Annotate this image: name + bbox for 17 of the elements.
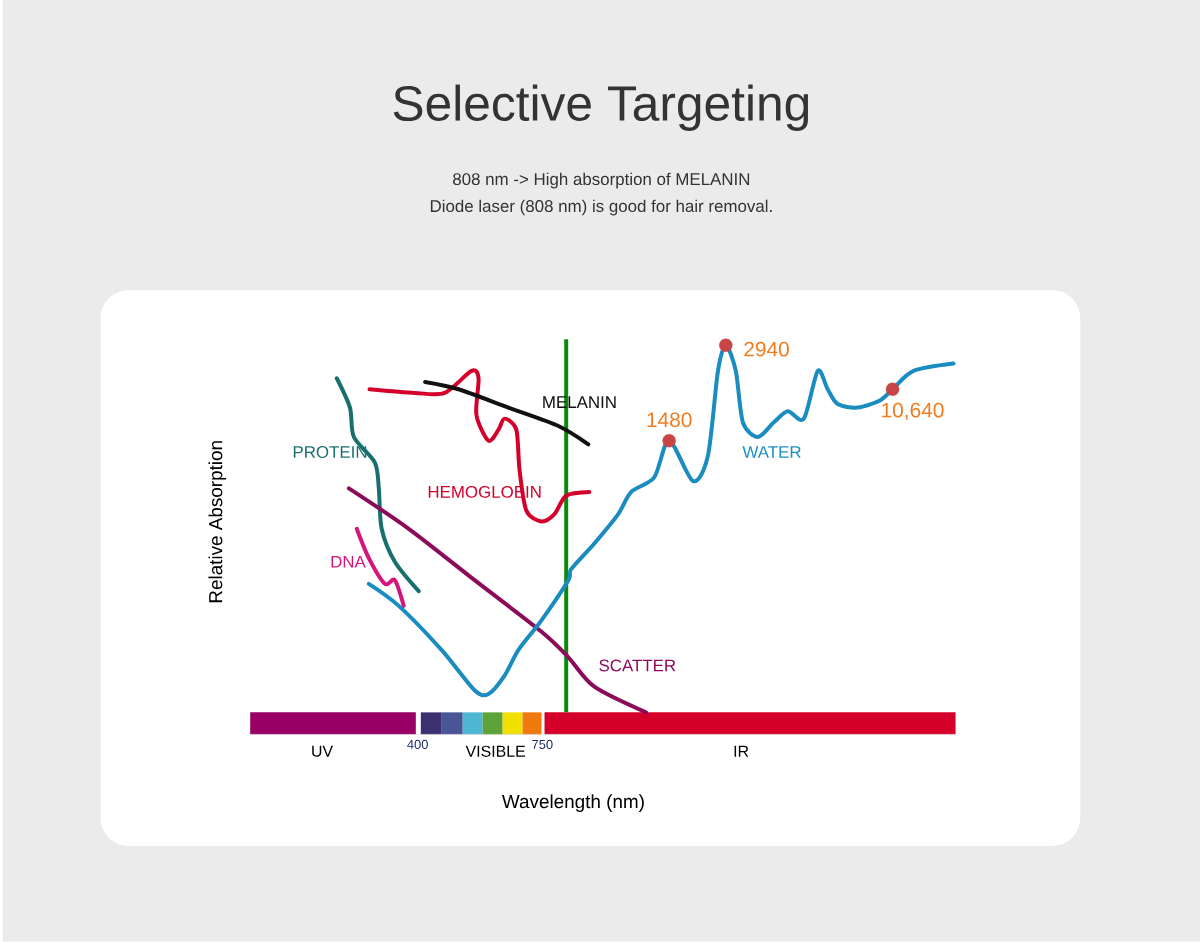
x-tick-label: 750	[532, 739, 553, 750]
x-axis-title: Wavelength (nm)	[501, 794, 644, 813]
series-label: PROTEIN	[293, 446, 367, 459]
series-label: SCATTER	[599, 659, 676, 672]
text: IR	[734, 745, 749, 757]
series-label: WATER	[742, 446, 801, 458]
x-tick-label: 400	[407, 739, 428, 750]
chart-title: Selective Targeting	[393, 84, 809, 131]
annotation: 10,640	[882, 402, 944, 421]
annotation: 1480	[647, 412, 692, 428]
chart-subtitle: 808 nm -> High absorption of MELANIN	[453, 172, 750, 189]
series-label: DNA	[331, 555, 366, 568]
text: Diode laser (808 nm) is good for hair removal.	[430, 199, 772, 216]
text: VISIBLE	[465, 745, 526, 757]
text: UV	[312, 745, 334, 757]
y-axis-title: Relative Absorption	[208, 441, 227, 603]
annotation: 2940	[744, 341, 789, 357]
